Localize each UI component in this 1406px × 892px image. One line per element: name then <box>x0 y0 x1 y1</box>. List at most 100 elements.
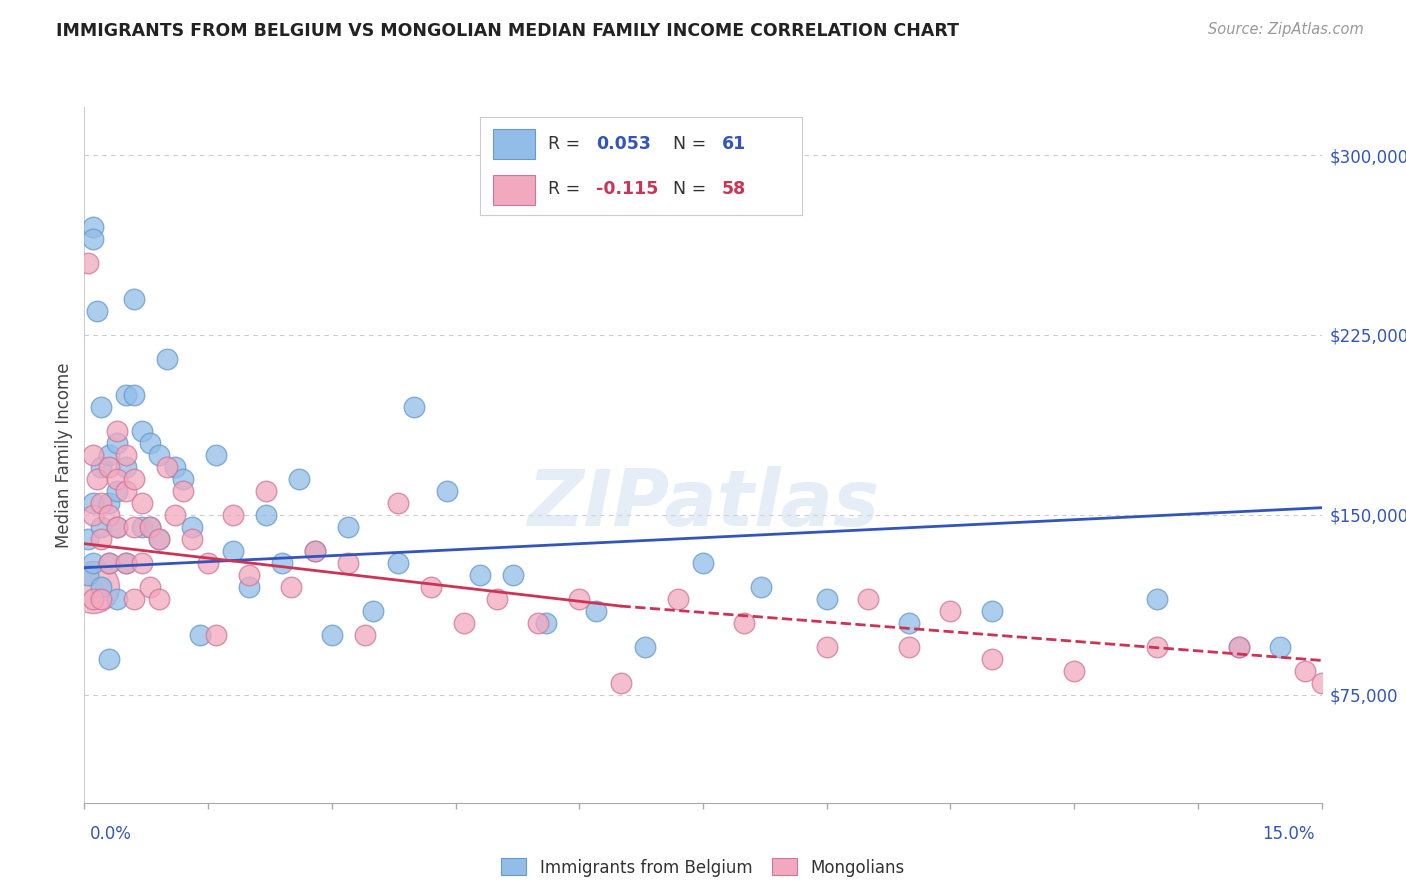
Point <box>139 520 162 534</box>
Point <box>82 448 104 462</box>
Point <box>114 448 136 462</box>
Point <box>485 591 508 606</box>
Point <box>105 483 128 498</box>
Point <box>90 591 112 606</box>
Point <box>131 424 153 438</box>
Text: 0.0%: 0.0% <box>90 825 132 843</box>
Point <box>733 615 755 630</box>
Point <box>98 556 121 570</box>
Point <box>898 640 921 654</box>
Point <box>666 591 689 606</box>
Point <box>222 544 245 558</box>
Point <box>172 472 194 486</box>
Point <box>387 496 409 510</box>
Point <box>238 567 260 582</box>
Point <box>205 628 228 642</box>
Point <box>156 351 179 366</box>
Point <box>288 472 311 486</box>
Point <box>980 652 1002 666</box>
Point <box>90 532 112 546</box>
Point <box>815 591 838 606</box>
Point <box>1310 676 1333 690</box>
Point <box>197 556 219 570</box>
Point <box>90 496 112 510</box>
Point <box>82 219 104 234</box>
Point <box>122 591 145 606</box>
Point <box>105 520 128 534</box>
Point <box>165 508 187 522</box>
Point <box>939 604 962 618</box>
Point <box>321 628 343 642</box>
Point <box>156 459 179 474</box>
Point <box>114 483 136 498</box>
Point <box>105 424 128 438</box>
Point <box>122 292 145 306</box>
Y-axis label: Median Family Income: Median Family Income <box>55 362 73 548</box>
Point <box>353 628 375 642</box>
Point <box>585 604 607 618</box>
Point <box>238 580 260 594</box>
Point <box>98 508 121 522</box>
Point <box>749 580 772 594</box>
Point <box>98 556 121 570</box>
Point <box>90 580 112 594</box>
Point <box>90 459 112 474</box>
Point <box>436 483 458 498</box>
Point <box>98 652 121 666</box>
Point <box>131 496 153 510</box>
Point <box>98 496 121 510</box>
Point <box>527 615 550 630</box>
Point <box>77 567 100 582</box>
Point <box>180 520 202 534</box>
Point <box>77 256 100 270</box>
Point <box>86 304 108 318</box>
Point <box>856 591 879 606</box>
Point <box>114 459 136 474</box>
Text: ZIPatlas: ZIPatlas <box>527 466 879 541</box>
Point <box>536 615 558 630</box>
Point <box>205 448 228 462</box>
Point <box>114 556 136 570</box>
Point <box>222 508 245 522</box>
Point <box>692 556 714 570</box>
Point <box>280 580 302 594</box>
Point <box>139 520 162 534</box>
Point <box>148 532 170 546</box>
Point <box>271 556 294 570</box>
Point <box>122 520 145 534</box>
Point <box>609 676 631 690</box>
Point <box>361 604 384 618</box>
Point <box>1227 640 1250 654</box>
Point <box>98 448 121 462</box>
Point <box>387 556 409 570</box>
Point <box>82 508 104 522</box>
Point <box>82 232 104 246</box>
Point <box>131 520 153 534</box>
Point <box>122 472 145 486</box>
Point <box>82 556 104 570</box>
Point <box>172 483 194 498</box>
Point <box>980 604 1002 618</box>
Point <box>114 556 136 570</box>
Point <box>165 459 187 474</box>
Text: Source: ZipAtlas.com: Source: ZipAtlas.com <box>1208 22 1364 37</box>
Point <box>122 388 145 402</box>
Point <box>1146 640 1168 654</box>
Point <box>470 567 492 582</box>
Point <box>568 591 591 606</box>
Point <box>82 591 104 606</box>
Point <box>1270 640 1292 654</box>
Point <box>82 580 104 594</box>
Point <box>1146 591 1168 606</box>
Point <box>90 400 112 414</box>
Point <box>453 615 475 630</box>
Legend: Immigrants from Belgium, Mongolians: Immigrants from Belgium, Mongolians <box>494 850 912 885</box>
Point <box>148 532 170 546</box>
Point <box>337 520 360 534</box>
Point <box>1063 664 1085 678</box>
Point <box>98 459 121 474</box>
Text: IMMIGRANTS FROM BELGIUM VS MONGOLIAN MEDIAN FAMILY INCOME CORRELATION CHART: IMMIGRANTS FROM BELGIUM VS MONGOLIAN MED… <box>56 22 959 40</box>
Point <box>502 567 524 582</box>
Point <box>148 591 170 606</box>
Text: 15.0%: 15.0% <box>1263 825 1315 843</box>
